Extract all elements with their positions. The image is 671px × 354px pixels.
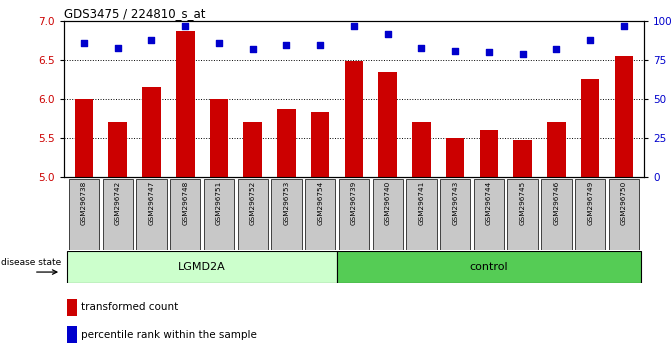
Bar (74, 99, 93, 177)
Point (180, 23, 191, 29)
Bar (210, 99, 228, 177)
FancyBboxPatch shape (204, 179, 234, 250)
FancyBboxPatch shape (541, 179, 572, 250)
Text: GSM296745: GSM296745 (519, 181, 525, 225)
Bar (67, 326, 76, 343)
FancyBboxPatch shape (170, 179, 201, 250)
Point (146, 37, 157, 43)
Text: GSM296738: GSM296738 (81, 181, 87, 225)
Text: GDS3475 / 224810_s_at: GDS3475 / 224810_s_at (64, 7, 205, 20)
Text: GSM296751: GSM296751 (216, 181, 222, 225)
Bar (513, 139, 532, 177)
Text: GSM296744: GSM296744 (486, 181, 492, 225)
Bar (277, 109, 296, 177)
FancyBboxPatch shape (575, 179, 605, 250)
FancyBboxPatch shape (67, 251, 337, 283)
FancyBboxPatch shape (339, 179, 369, 250)
FancyBboxPatch shape (238, 179, 268, 250)
Text: LGMD2A: LGMD2A (178, 262, 226, 272)
Point (79, 40, 89, 46)
Bar (446, 138, 464, 177)
Text: transformed count: transformed count (81, 302, 178, 312)
FancyBboxPatch shape (372, 179, 403, 250)
Point (248, 46, 258, 52)
Text: GSM296740: GSM296740 (384, 181, 391, 225)
FancyBboxPatch shape (69, 179, 99, 250)
Point (315, 42, 325, 47)
FancyBboxPatch shape (103, 179, 133, 250)
Bar (345, 61, 363, 177)
Point (348, 23, 359, 29)
Bar (547, 122, 566, 177)
Text: GSM296747: GSM296747 (148, 181, 154, 225)
FancyBboxPatch shape (406, 179, 437, 250)
Text: percentile rank within the sample: percentile rank within the sample (81, 330, 257, 340)
Bar (480, 130, 498, 177)
Text: GSM296743: GSM296743 (452, 181, 458, 225)
Point (213, 40, 224, 46)
Point (112, 45, 123, 51)
Text: GSM296752: GSM296752 (250, 181, 256, 225)
Bar (109, 122, 127, 177)
Point (281, 42, 292, 47)
FancyBboxPatch shape (271, 179, 302, 250)
Point (551, 46, 562, 52)
FancyBboxPatch shape (337, 251, 641, 283)
FancyBboxPatch shape (474, 179, 504, 250)
Text: GSM296742: GSM296742 (115, 181, 121, 225)
Bar (176, 30, 195, 177)
Text: GSM296749: GSM296749 (587, 181, 593, 225)
Bar (615, 56, 633, 177)
Text: GSM296739: GSM296739 (351, 181, 357, 225)
FancyBboxPatch shape (609, 179, 639, 250)
Point (585, 37, 596, 43)
Bar (311, 112, 329, 177)
Bar (142, 87, 161, 177)
Text: GSM296741: GSM296741 (419, 181, 425, 225)
FancyBboxPatch shape (507, 179, 538, 250)
Bar (378, 72, 397, 177)
Text: GSM296753: GSM296753 (283, 181, 289, 225)
Point (619, 23, 629, 29)
Text: GSM296748: GSM296748 (183, 181, 189, 225)
Point (484, 50, 495, 55)
Bar (67, 299, 76, 315)
FancyBboxPatch shape (136, 179, 166, 250)
Bar (581, 79, 599, 177)
Bar (244, 122, 262, 177)
Text: GSM296754: GSM296754 (317, 181, 323, 225)
Point (382, 31, 393, 36)
Text: GSM296750: GSM296750 (621, 181, 627, 225)
Text: control: control (470, 262, 508, 272)
FancyBboxPatch shape (440, 179, 470, 250)
Bar (412, 122, 431, 177)
Text: disease state: disease state (1, 258, 61, 267)
Text: GSM296746: GSM296746 (554, 181, 560, 225)
FancyBboxPatch shape (305, 179, 336, 250)
Point (450, 48, 460, 54)
Point (416, 45, 427, 51)
Point (517, 51, 528, 57)
